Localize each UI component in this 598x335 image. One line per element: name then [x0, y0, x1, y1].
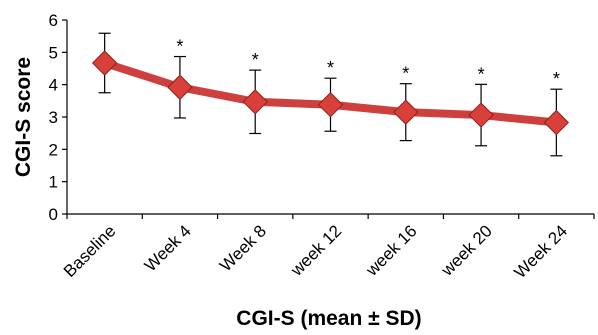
significance-star: *: [252, 50, 259, 70]
y-tick-label: 0: [49, 205, 58, 224]
y-tick-label: 1: [49, 173, 58, 192]
y-axis: 0 1 2 3 4 5 6: [49, 11, 68, 224]
x-tick-label: Week 24: [511, 221, 572, 282]
significance-star: *: [402, 64, 409, 84]
data-point-marker: [242, 89, 268, 115]
series-line: * * * * * *: [91, 32, 570, 157]
x-axis: Baseline Week 4 Week 8 week 12 week 16 week 2…: [60, 213, 595, 282]
y-tick-label: 5: [49, 43, 58, 62]
data-point-marker: [543, 109, 570, 136]
data-point-marker: [393, 99, 419, 125]
data-point-marker: [468, 102, 494, 128]
y-tick-label: 4: [49, 76, 58, 95]
y-tick-label: 6: [49, 11, 58, 30]
x-tick-label: week 12: [286, 221, 345, 280]
data-point-marker: [91, 50, 118, 76]
x-tick-label: Week 4: [141, 221, 195, 275]
significance-star: *: [478, 64, 485, 84]
x-tick-label: week 20: [437, 221, 496, 280]
x-axis-title: CGI-S (mean ± SD): [236, 307, 421, 330]
y-axis-title: CGI-S score: [12, 57, 35, 177]
data-point-marker: [317, 92, 344, 118]
y-tick-label: 2: [49, 140, 58, 159]
significance-star: *: [553, 69, 560, 89]
data-point-marker: [167, 74, 193, 100]
y-tick-label: 3: [49, 108, 58, 127]
significance-star: *: [327, 58, 334, 78]
x-tick-label: Baseline: [60, 221, 120, 281]
significance-star: *: [176, 37, 183, 57]
x-tick-label: Week 8: [216, 221, 270, 275]
x-tick-label: week 16: [362, 221, 421, 280]
